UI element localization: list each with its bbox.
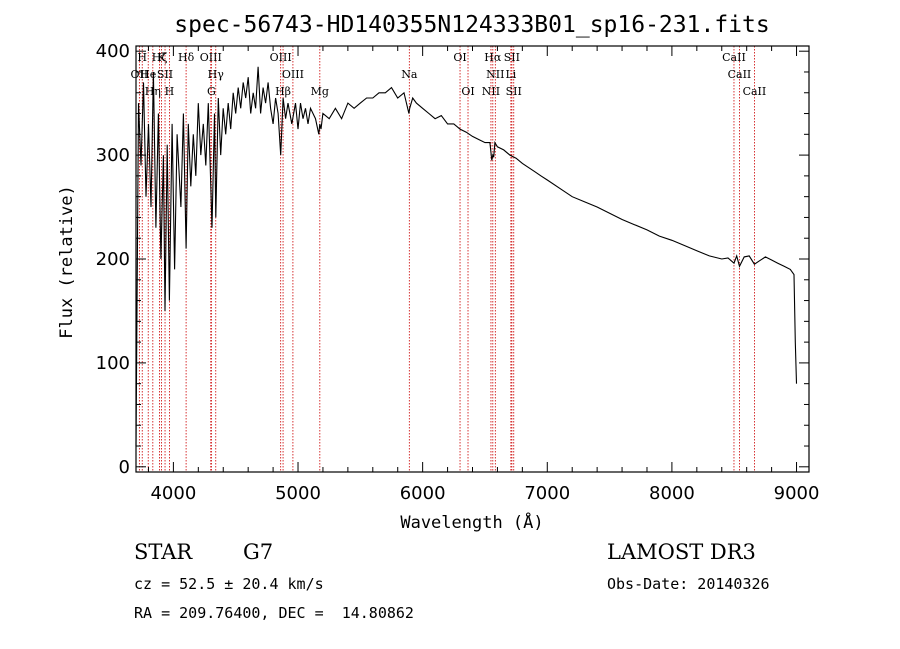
spectrum-line bbox=[135, 66, 798, 447]
line-label: H bbox=[165, 85, 175, 98]
line-label: Hη bbox=[145, 85, 161, 98]
y-tick-label: 200 bbox=[96, 249, 130, 270]
y-tick-label: 300 bbox=[96, 145, 130, 166]
chart-title: spec-56743-HD140355N124333B01_sp16-231.f… bbox=[174, 12, 769, 38]
object-subclass: G7 bbox=[243, 540, 274, 564]
x-tick-label: 7000 bbox=[524, 483, 570, 504]
obs-date: Obs-Date: 20140326 bbox=[607, 575, 770, 593]
line-label: Mg bbox=[311, 85, 329, 98]
line-label: OIII bbox=[200, 51, 222, 64]
line-label: OII bbox=[131, 68, 149, 81]
x-axis-label: Wavelength (Å) bbox=[400, 511, 543, 533]
line-markers bbox=[138, 46, 755, 472]
survey-name: LAMOST DR3 bbox=[607, 540, 756, 564]
line-label: OI bbox=[453, 51, 466, 64]
object-class: STAR bbox=[134, 540, 193, 564]
x-tick-label: 8000 bbox=[649, 483, 695, 504]
ra-dec: RA = 209.76400, DEC = 14.80862 bbox=[134, 604, 414, 622]
line-label: CaII bbox=[728, 68, 752, 81]
redshift-cz: cz = 52.5 ± 20.4 km/s bbox=[134, 575, 324, 593]
line-label: OIII bbox=[270, 51, 292, 64]
line-label: Hα bbox=[484, 51, 502, 64]
line-label: Na bbox=[401, 68, 418, 81]
x-tick-label: 6000 bbox=[400, 483, 446, 504]
line-label: K bbox=[157, 51, 166, 64]
line-label: G bbox=[207, 85, 216, 98]
line-label: Hβ bbox=[275, 85, 291, 98]
line-label: He bbox=[140, 68, 156, 81]
line-label: SII bbox=[504, 51, 520, 64]
line-annotations: OII H He Hη HζK SII H Hδ OIII Hγ G OIII OIII Hβ Mg Na OI… bbox=[131, 51, 767, 98]
y-tick-label: 400 bbox=[96, 41, 130, 62]
x-tick-label: 4000 bbox=[150, 483, 196, 504]
line-label: Hζ bbox=[152, 51, 168, 64]
line-label: Hγ bbox=[208, 68, 225, 81]
line-label: Li bbox=[505, 68, 516, 81]
line-label: SII bbox=[157, 68, 173, 81]
line-label: NII bbox=[486, 68, 504, 81]
line-label: OIII bbox=[282, 68, 304, 81]
x-tick-label: 5000 bbox=[275, 483, 321, 504]
line-label: NII bbox=[482, 85, 500, 98]
y-tick-label: 100 bbox=[96, 353, 130, 374]
y-tick-label: 0 bbox=[119, 457, 130, 478]
line-label: Hδ bbox=[178, 51, 195, 64]
line-label: OI bbox=[461, 85, 474, 98]
y-axis: 0 100 200 300 400 bbox=[96, 41, 809, 478]
line-label: H bbox=[137, 51, 147, 64]
line-label: CaII bbox=[722, 51, 746, 64]
x-tick-label: 9000 bbox=[774, 483, 820, 504]
y-axis-label: Flux (relative) bbox=[57, 185, 77, 339]
line-label: SII bbox=[506, 85, 522, 98]
line-label: CaII bbox=[743, 85, 767, 98]
x-axis: 4000 5000 6000 7000 8000 9000 bbox=[147, 46, 820, 504]
plot-frame bbox=[135, 45, 810, 473]
